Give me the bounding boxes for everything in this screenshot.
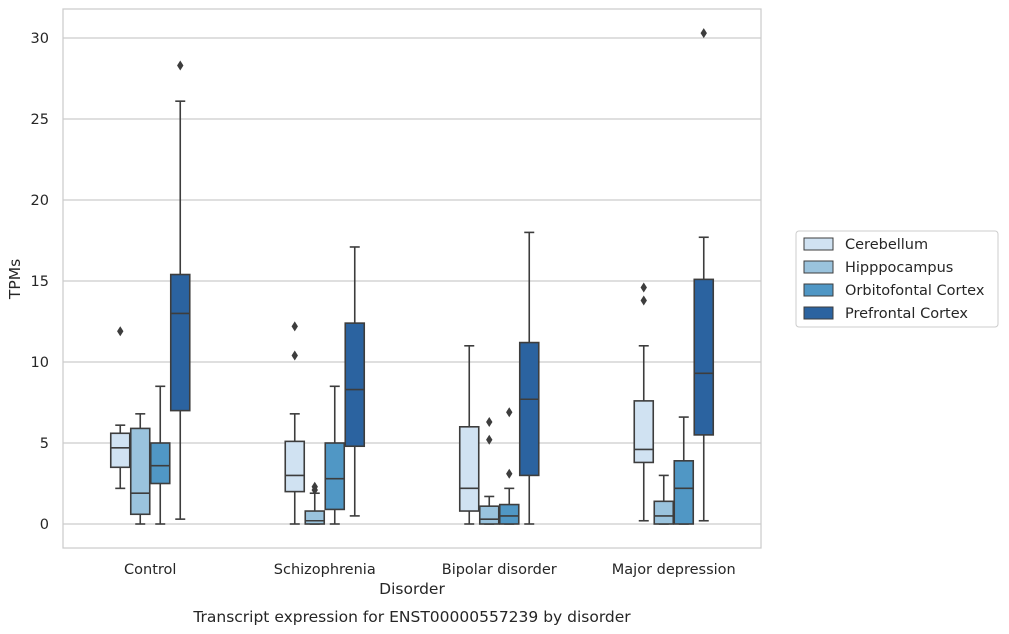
box-hipppocampus — [129, 413, 151, 525]
legend-frame — [795, 230, 999, 328]
y-tick-label: 20 — [31, 193, 49, 209]
x-tick-label: Schizophrenia — [274, 562, 376, 578]
y-axis-label: TPMs — [6, 259, 24, 300]
box-body — [673, 460, 695, 525]
box-hipppocampus — [304, 481, 326, 525]
y-tick-labels: 0 5 10 15 20 25 30 — [31, 31, 49, 533]
box-body — [478, 505, 500, 525]
box-cerebellum — [284, 321, 306, 525]
box-prefrontal-cortex — [344, 246, 366, 517]
box-body — [324, 442, 346, 511]
box-body — [653, 500, 675, 525]
legend-label: Cerebellum — [845, 237, 928, 253]
box-orbitofontal-cortex — [498, 407, 520, 525]
plot-frame — [62, 8, 762, 549]
y-tick-label: 15 — [31, 274, 49, 290]
box-hipppocampus — [653, 474, 675, 525]
box-hipppocampus — [478, 416, 500, 525]
box-orbitofontal-cortex — [149, 385, 171, 525]
x-tick-labels: Control Schizophrenia Bipolar disorder Majo… — [124, 562, 736, 578]
legend-label: Hipppocampus — [845, 260, 953, 276]
x-tick-label: Bipolar disorder — [442, 562, 557, 578]
box-body — [284, 440, 306, 493]
legend-label: Prefrontal Cortex — [845, 306, 968, 322]
box-body — [304, 510, 326, 525]
outlier-point — [506, 468, 513, 479]
outlier-point — [117, 326, 124, 337]
outlier-point — [311, 481, 318, 492]
x-tick-label: Major depression — [612, 562, 736, 578]
outlier-point — [640, 282, 647, 293]
box-body — [149, 442, 171, 485]
box-body — [344, 322, 366, 448]
box-body — [129, 427, 151, 516]
x-tick-label: Control — [124, 562, 176, 578]
box-orbitofontal-cortex — [324, 385, 346, 525]
y-tick-label: 30 — [31, 31, 49, 47]
box-series — [109, 28, 715, 525]
y-tick-label: 0 — [40, 517, 49, 533]
box-body — [458, 425, 480, 512]
outlier-point — [506, 407, 513, 418]
box-prefrontal-cortex — [693, 28, 715, 522]
outlier-point — [640, 295, 647, 306]
box-cerebellum — [109, 326, 131, 490]
y-tick-label: 25 — [31, 112, 49, 128]
outlier-point — [700, 28, 707, 39]
box-orbitofontal-cortex — [673, 416, 695, 525]
outlier-point — [291, 350, 298, 361]
box-body — [109, 432, 131, 469]
box-cerebellum — [458, 344, 480, 525]
y-tick-label: 10 — [31, 355, 49, 371]
outlier-point — [486, 416, 493, 427]
box-body — [518, 341, 540, 477]
box-prefrontal-cortex — [169, 60, 191, 520]
y-tick-label: 5 — [40, 436, 49, 452]
box-body — [693, 278, 715, 436]
legend: Cerebellum Hipppocampus Orbitofontal Corte… — [795, 230, 999, 328]
chart-caption: Transcript expression for ENST0000055723… — [192, 608, 631, 626]
box-body — [498, 503, 520, 525]
outlier-point — [291, 321, 298, 332]
legend-label: Orbitofontal Cortex — [845, 283, 985, 299]
legend-swatch — [803, 260, 834, 274]
legend-swatch — [803, 283, 834, 297]
legend-swatch — [803, 237, 834, 251]
outlier-point — [486, 434, 493, 445]
box-body — [169, 273, 191, 412]
box-body — [633, 400, 655, 464]
x-axis-label: Disorder — [379, 580, 445, 598]
box-prefrontal-cortex — [518, 231, 540, 525]
legend-swatch — [803, 306, 834, 320]
outlier-point — [177, 60, 184, 71]
box-cerebellum — [633, 282, 655, 522]
